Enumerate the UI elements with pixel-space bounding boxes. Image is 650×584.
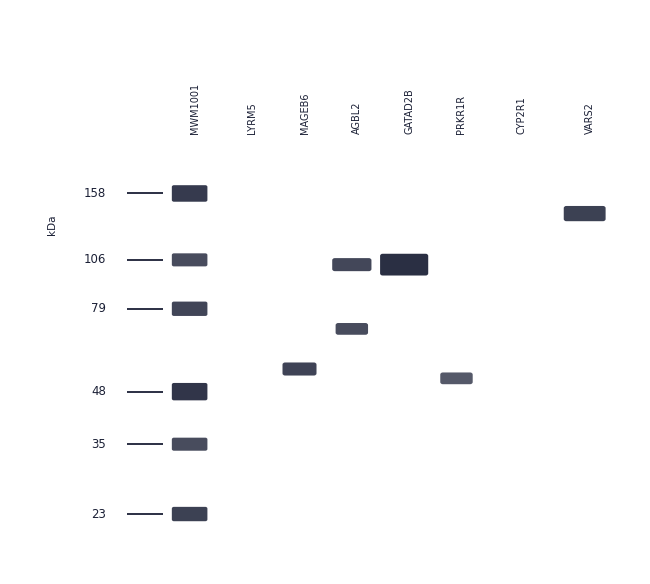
Text: 23: 23: [91, 507, 106, 520]
FancyBboxPatch shape: [564, 206, 606, 221]
FancyBboxPatch shape: [440, 373, 473, 384]
FancyBboxPatch shape: [172, 507, 207, 521]
Text: MWM1001: MWM1001: [190, 83, 200, 134]
Text: GATAD2B: GATAD2B: [404, 89, 414, 134]
Text: VARS2: VARS2: [585, 102, 595, 134]
FancyBboxPatch shape: [172, 383, 207, 401]
FancyBboxPatch shape: [332, 258, 371, 271]
Text: AGBL2: AGBL2: [352, 102, 362, 134]
FancyBboxPatch shape: [335, 323, 368, 335]
Text: 106: 106: [84, 253, 106, 266]
Text: 48: 48: [91, 385, 106, 398]
FancyBboxPatch shape: [380, 254, 428, 276]
Text: kDa: kDa: [47, 214, 57, 235]
FancyBboxPatch shape: [172, 301, 207, 316]
FancyBboxPatch shape: [172, 437, 207, 451]
Text: PRKR1R: PRKR1R: [456, 95, 467, 134]
FancyBboxPatch shape: [283, 363, 317, 376]
Text: 158: 158: [84, 187, 106, 200]
Text: CYP2R1: CYP2R1: [517, 96, 526, 134]
FancyBboxPatch shape: [172, 185, 207, 201]
Text: MAGEB6: MAGEB6: [300, 93, 309, 134]
FancyBboxPatch shape: [172, 253, 207, 266]
Text: LYRM5: LYRM5: [247, 103, 257, 134]
Text: 79: 79: [91, 303, 106, 315]
Text: 35: 35: [91, 437, 106, 451]
